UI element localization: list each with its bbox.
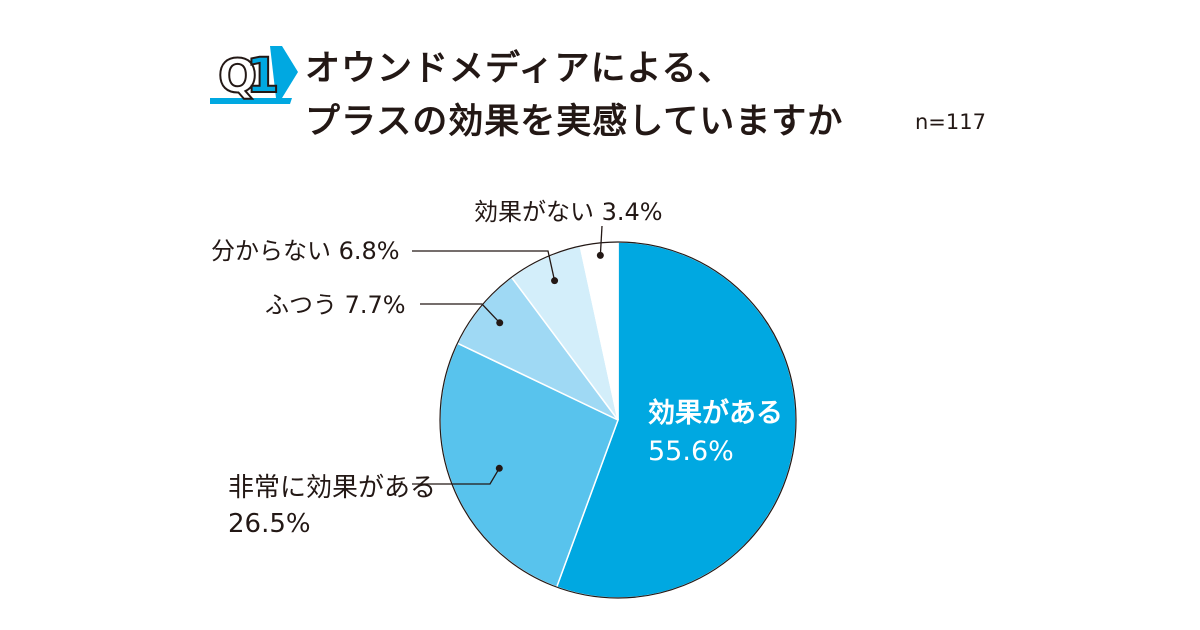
sample-size: n=117 xyxy=(915,110,986,134)
leader-dot-very-effective xyxy=(495,464,503,472)
question-title-line1: オウンドメディアによる、 xyxy=(305,49,734,89)
slice-label-very-effective: 非常に効果がある xyxy=(228,473,436,503)
leader-dot-unknown xyxy=(551,277,559,285)
badge-arrow xyxy=(270,46,298,98)
question-title: オウンドメディアによる、 プラスの効果を実感していますか xyxy=(305,43,843,149)
leader-line-very-effective xyxy=(412,467,500,485)
leader-line-neutral xyxy=(420,303,501,324)
slice-label-unknown: 分からない 6.8% xyxy=(211,237,400,265)
slice-label-effective: 効果がある xyxy=(648,397,783,429)
slice-value-effective: 55.6% xyxy=(648,436,734,467)
slice-label-neutral: ふつう 7.7% xyxy=(265,291,406,319)
slice-value-very-effective: 26.5% xyxy=(228,509,311,539)
slice-label-not-effective: 効果がない 3.4% xyxy=(474,198,663,226)
question-title-line2: プラスの効果を実感していますか xyxy=(305,102,844,142)
leader-line-unknown xyxy=(412,250,556,281)
question-number-badge: Q 1 xyxy=(210,46,298,105)
leader-dot-neutral xyxy=(496,319,504,327)
leader-line-not-effective xyxy=(599,225,603,256)
leader-dot-not-effective xyxy=(596,251,604,259)
badge-underline xyxy=(210,98,292,104)
pie-outline xyxy=(439,241,797,599)
question-number: 1 xyxy=(246,48,279,104)
question-prefix: Q xyxy=(218,49,257,103)
